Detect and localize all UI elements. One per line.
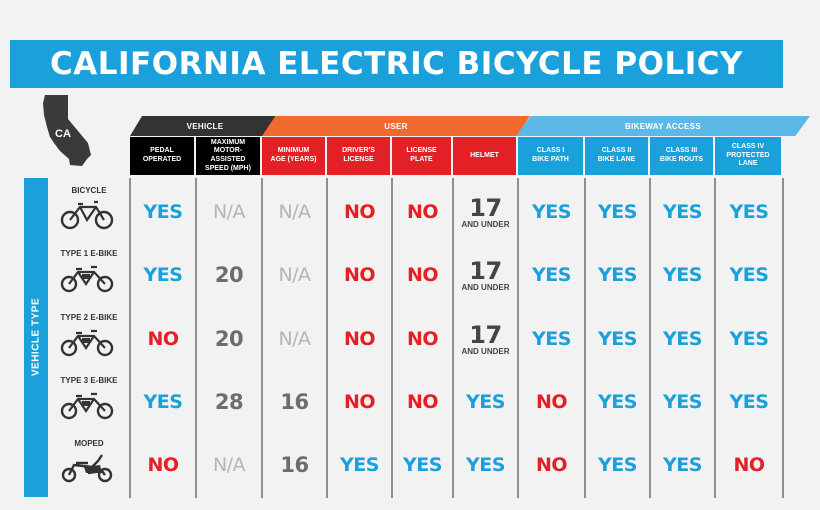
table-cell: 20 [214,327,244,351]
bicycle-icon [60,200,114,230]
table-cell: N/A [212,201,246,223]
column-header: LICENSE PLATE [392,137,453,175]
e-bike-icon [60,329,114,357]
group-bikeway-access: BIKEWAY ACCESS [516,116,810,136]
table-cell: NO [343,391,376,413]
e-bike-icon [60,392,114,420]
table-cell: N/A [278,328,311,350]
table-cell: 17 AND UNDER [453,192,518,232]
state-abbr: CA [55,128,71,140]
table-cell: NO [406,391,439,413]
column-divider [195,178,197,498]
table-cell: YES [403,454,442,476]
table-cell: YES [598,454,637,476]
table-cell: YES [663,328,702,350]
table-cell: YES [466,454,505,476]
table-cell: YES [532,328,571,350]
table-cell: YES [729,201,769,223]
table-cell: YES [598,391,637,413]
table-cell: 20 [214,263,244,287]
page-title: CALIFORNIA ELECTRIC BICYCLE POLICY [10,40,783,88]
helmet-age: 17 [469,193,502,222]
column-header: CLASS II BIKE LANE [585,137,650,175]
helmet-age-note: AND UNDER [461,219,510,229]
column-header: CLASS III BIKE ROUTS [650,137,715,175]
moped-icon [61,454,113,483]
table-cell: NO [535,391,568,413]
column-divider [391,178,393,498]
table-cell: NO [343,328,376,350]
column-divider [517,178,519,498]
table-cell: NO [733,454,765,476]
table-cell: NO [343,264,376,286]
column-header: CLASS IV PROTECTED LANE [715,137,783,175]
table-cell: YES [598,201,637,223]
column-header: PEDAL OPERATED [130,137,196,175]
column-divider [584,178,586,498]
row-label: BICYCLE [71,186,107,195]
table-cell: 17 AND UNDER [453,319,518,359]
vehicle-type-label: VEHICLE TYPE [30,297,42,377]
table-cell: NO [343,201,376,223]
column-header: MAXIMUM MOTOR-ASSISTED SPEED (MPH) [196,137,262,175]
table-cell: N/A [212,454,246,476]
table-cell: NO [147,454,179,476]
column-header: DRIVER'S LICENSE [327,137,392,175]
table-cell: 16 [280,453,309,477]
table-cell: YES [143,391,183,413]
table-cell: YES [598,264,637,286]
column-header: MINIMUM AGE (YEARS) [262,137,327,175]
table-cell: YES [729,391,769,413]
group-user: USER [262,116,530,136]
table-cell: YES [466,391,505,413]
table-cell: NO [406,264,439,286]
table-cell: YES [598,328,637,350]
table-cell: YES [729,264,769,286]
column-divider [452,178,454,498]
table-cell: N/A [278,264,311,286]
column-divider [326,178,328,498]
helmet-age: 17 [469,320,502,349]
column-divider [261,178,263,498]
helmet-age-note: AND UNDER [461,282,510,292]
column-header: CLASS I BIKE PATH [518,137,585,175]
table-cell: NO [406,201,439,223]
row-label: TYPE 1 E-BIKE [60,249,118,258]
table-cell: YES [532,264,571,286]
table-cell: YES [532,201,571,223]
column-header: HELMET [453,137,518,175]
column-divider [129,178,131,498]
table-cell: NO [406,328,439,350]
table-cell: YES [143,264,183,286]
table-cell: YES [143,201,183,223]
column-divider [782,178,784,498]
vehicle-type-bar [24,178,48,497]
column-divider [649,178,651,498]
table-cell: NO [147,328,179,350]
group-vehicle: VEHICLE [130,116,280,136]
california-map-icon [43,95,91,166]
table-cell: N/A [278,201,311,223]
row-label: TYPE 3 E-BIKE [60,376,118,385]
column-divider [714,178,716,498]
table-cell: YES [340,454,379,476]
table-cell: NO [535,454,568,476]
table-cell: 16 [280,390,309,414]
table-cell: YES [663,201,702,223]
table-cell: YES [663,454,702,476]
table-cell: YES [729,328,769,350]
row-label: TYPE 2 E-BIKE [60,313,118,322]
row-label: MOPED [74,439,104,448]
helmet-age-note: AND UNDER [461,346,510,356]
table-cell: 28 [214,390,244,414]
table-cell: YES [663,264,702,286]
table-cell: 17 AND UNDER [453,255,518,295]
helmet-age: 17 [469,256,502,285]
table-cell: YES [663,391,702,413]
e-bike-icon [60,265,114,293]
